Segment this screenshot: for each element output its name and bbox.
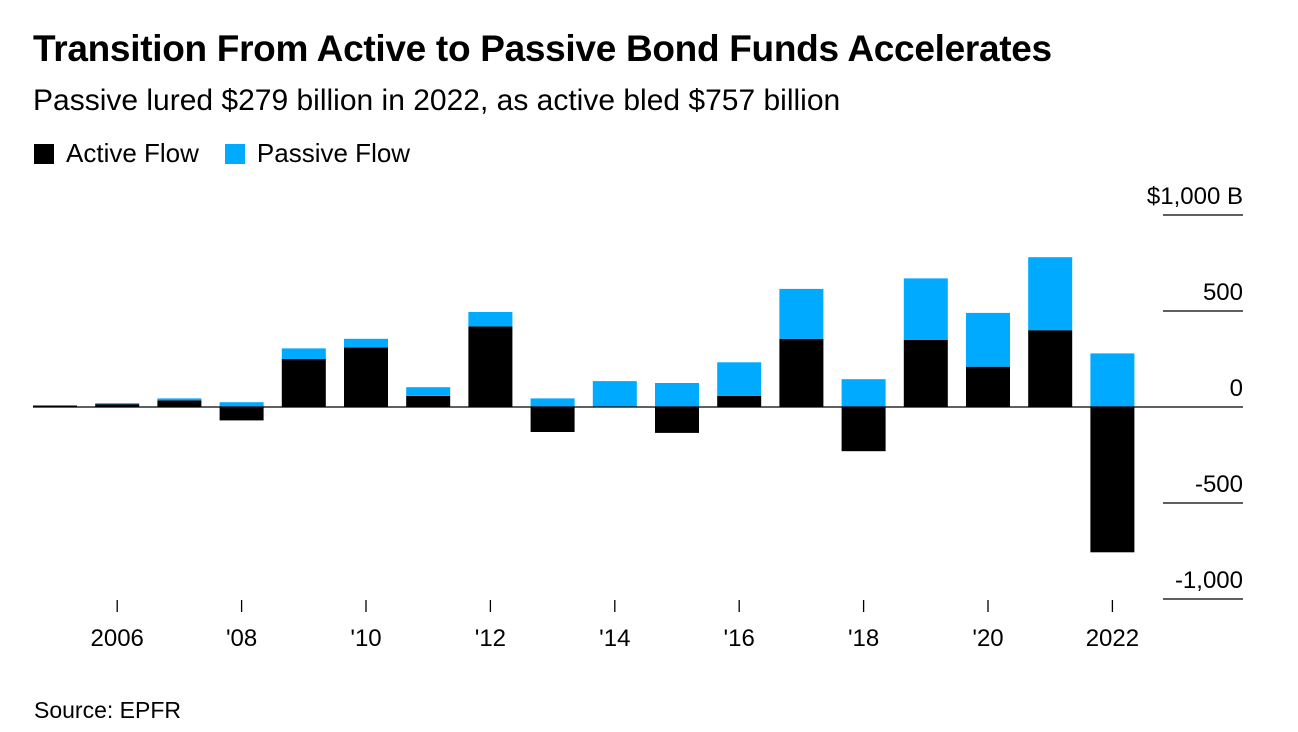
bar-active-2020 <box>966 366 1010 407</box>
bar-passive-2006 <box>95 403 140 405</box>
bar-active-2019 <box>903 339 948 407</box>
bar-passive-2012 <box>468 312 513 327</box>
bar-active-2016 <box>717 395 762 407</box>
bar-passive-2009 <box>281 348 326 359</box>
bar-passive-2017 <box>779 288 824 339</box>
x-tick-label-2016: '16 <box>724 625 755 652</box>
bar-passive-2019 <box>903 278 948 340</box>
x-tick-label-2012: '12 <box>475 625 506 652</box>
bar-passive-2021 <box>1028 257 1073 331</box>
legend-label-active: Active Flow <box>66 138 199 168</box>
chart-title: Transition From Active to Passive Bond F… <box>33 28 1052 69</box>
y-tick-label-4: -1,000 <box>1175 567 1243 594</box>
bar-passive-2015 <box>655 383 699 407</box>
bar-passive-2010 <box>344 338 388 348</box>
bar-passive-2013 <box>530 398 575 407</box>
legend-label-passive: Passive Flow <box>256 138 411 168</box>
legend: Active Flow Passive Flow <box>34 138 436 169</box>
bar-active-2009 <box>281 359 326 407</box>
bar-active-2013 <box>530 407 575 432</box>
x-tick-label-2020: '20 <box>972 625 1003 652</box>
bar-active-2007 <box>157 400 202 407</box>
bar-active-2010 <box>344 347 388 407</box>
bar-active-2015 <box>655 407 699 433</box>
bar-active-2021 <box>1028 330 1073 407</box>
x-tick-label-2008: '08 <box>226 625 257 652</box>
bar-active-2012 <box>468 326 513 407</box>
y-tick-label-0: $1,000 B <box>1147 183 1243 210</box>
bar-active-2008 <box>219 407 264 421</box>
x-tick-label-2022: 2022 <box>1086 625 1139 652</box>
bar-passive-2014 <box>592 381 637 407</box>
source-note: Source: EPFR <box>34 697 181 723</box>
bar-active-2006 <box>95 404 140 407</box>
legend-swatch-passive <box>224 143 245 164</box>
x-tick-label-2010: '10 <box>350 625 381 652</box>
x-tick-label-2006: 2006 <box>91 625 144 652</box>
legend-item-active: Active Flow <box>34 138 199 169</box>
bar-active-2017 <box>779 338 824 407</box>
bar-passive-2022 <box>1090 353 1135 407</box>
y-tick-label-3: -500 <box>1195 471 1243 498</box>
x-tick-label-2018: '18 <box>848 625 879 652</box>
bar-active-2011 <box>406 395 451 407</box>
x-tick-label-2014: '14 <box>599 625 630 652</box>
bar-passive-2007 <box>157 398 202 401</box>
bar-active-2005 <box>33 405 77 407</box>
bar-passive-2008 <box>219 402 264 407</box>
legend-item-passive: Passive Flow <box>224 138 411 169</box>
bar-passive-2018 <box>841 379 886 407</box>
chart-subtitle: Passive lured $279 billion in 2022, as a… <box>33 84 841 117</box>
bar-passive-2016 <box>717 362 762 396</box>
y-tick-label-1: 500 <box>1203 279 1243 306</box>
legend-swatch-active <box>34 143 54 164</box>
y-tick-label-2: 0 <box>1230 375 1243 402</box>
bar-active-2018 <box>841 407 886 452</box>
bar-active-2022 <box>1090 407 1135 553</box>
bar-passive-2011 <box>406 387 451 396</box>
bar-passive-2020 <box>966 312 1010 367</box>
